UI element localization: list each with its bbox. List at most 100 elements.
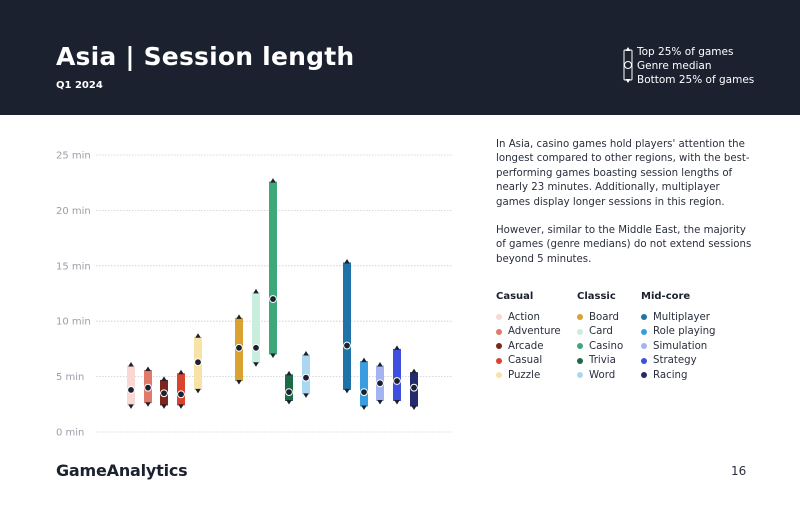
range-multiplayer: [343, 258, 351, 394]
legend-label: Simulation: [653, 340, 708, 352]
median-marker: [410, 383, 418, 392]
top-quartile-marker: [411, 368, 417, 374]
bottom-quartile-marker: [236, 380, 242, 385]
legend-label: Multiplayer: [653, 311, 710, 323]
top-quartile-marker: [178, 369, 184, 375]
top-quartile-marker: [195, 333, 201, 338]
description-paragraph-1: In Asia, casino games hold players' atte…: [496, 139, 750, 208]
legend-swatch: [641, 328, 647, 335]
y-tick-label: 5 min: [56, 372, 84, 383]
top-quartile-marker: [161, 376, 167, 381]
bottom-quartile-marker: [161, 404, 167, 409]
legend-group-midcore: Mid-core Multiplayer Role playing Simula…: [641, 291, 716, 383]
top-quartile-marker: [303, 350, 309, 356]
legend-swatch: [496, 343, 502, 350]
median-marker: [360, 388, 368, 397]
range-key-icon: [623, 47, 633, 83]
legend-item-casual: Casual: [496, 354, 561, 369]
median-marker: [269, 295, 277, 303]
bottom-quartile-marker: [195, 388, 201, 394]
legend-group-casual: Casual Action Adventure Arcade Casual Pu…: [496, 291, 561, 383]
range-bar-action: [127, 365, 135, 406]
chart-ranges: [127, 178, 418, 411]
session-length-chart: 0 min 5 min 10 min 15 min 20 min 25 min: [56, 151, 452, 439]
description-paragraph-2: However, similar to the Middle East, the…: [496, 225, 752, 265]
range-word: [302, 350, 310, 398]
legend-item-arcade: Arcade: [496, 339, 561, 354]
y-tick-label: 25 min: [56, 151, 91, 162]
legend-swatch: [496, 357, 502, 364]
legend-label: Casino: [589, 340, 624, 352]
median-marker: [393, 377, 401, 385]
description: In Asia, casino games hold players' atte…: [496, 138, 756, 281]
legend-swatch: [577, 328, 583, 335]
key-median-label: Genre median: [637, 60, 712, 72]
legend-item-word: Word: [577, 368, 623, 383]
legend-label: Arcade: [508, 340, 544, 352]
legend-swatch: [577, 357, 583, 364]
legend-label: Word: [589, 369, 616, 381]
legend-group-title: Classic: [577, 291, 616, 302]
range-bar-casino: [269, 181, 277, 355]
range-trivia: [285, 370, 293, 405]
median-marker: [144, 383, 152, 392]
range-bar-role-playing: [360, 361, 368, 407]
range-card: [252, 288, 260, 367]
bottom-quartile-marker: [286, 399, 292, 405]
legend-swatch: [496, 314, 502, 321]
range-bar-card: [252, 292, 260, 364]
legend-item-multiplayer: Multiplayer: [641, 310, 716, 325]
range-casual: [177, 369, 185, 409]
range-puzzle: [194, 333, 202, 394]
range-simulation: [376, 362, 384, 405]
top-quartile-marker: [145, 366, 151, 371]
key-top-label: Top 25% of games: [637, 46, 734, 58]
range-board: [235, 314, 243, 385]
legend-label: Puzzle: [508, 369, 541, 381]
bottom-quartile-marker: [128, 404, 134, 409]
y-tick-label: 20 min: [56, 206, 91, 217]
median-marker: [194, 358, 202, 367]
median-marker: [376, 379, 384, 388]
range-role-playing: [360, 357, 368, 411]
legend-label: Casual: [508, 355, 543, 367]
bottom-quartile-marker: [394, 399, 400, 405]
top-quartile-marker: [361, 357, 367, 363]
median-marker: [127, 385, 135, 394]
range-bar-casual: [177, 373, 185, 406]
legend-group-title: Casual: [496, 291, 534, 302]
bottom-quartile-marker: [361, 405, 367, 411]
median-marker: [252, 343, 260, 352]
median-marker: [160, 389, 168, 398]
top-quartile-marker: [236, 314, 242, 319]
bottom-quartile-marker: [253, 362, 259, 367]
legend-group-title: Mid-core: [641, 291, 691, 302]
bottom-quartile-marker: [178, 404, 184, 409]
range-racing: [410, 368, 418, 411]
legend-swatch: [641, 314, 647, 321]
legend-group-classic: Classic Board Card Casino Trivia Word: [577, 291, 623, 383]
legend-label: Trivia: [589, 355, 616, 367]
legend-item-strategy: Strategy: [641, 354, 716, 369]
legend-label: Action: [508, 311, 540, 323]
bottom-quartile-marker: [145, 402, 151, 407]
legend-label: Board: [589, 311, 619, 323]
legend-swatch: [577, 314, 583, 321]
legend-item-puzzle: Puzzle: [496, 368, 561, 383]
range-bar-multiplayer: [343, 262, 351, 390]
top-quartile-marker: [270, 178, 276, 183]
y-tick-label: 0 min: [56, 428, 84, 439]
median-marker: [302, 373, 310, 382]
legend-swatch: [577, 372, 583, 379]
range-bar-trivia: [285, 374, 293, 401]
range-arcade: [160, 376, 168, 409]
top-quartile-marker: [377, 362, 383, 367]
legend-label: Card: [589, 326, 613, 338]
range-action: [127, 362, 135, 409]
bottom-quartile-marker: [270, 353, 276, 358]
legend-label: Adventure: [508, 326, 561, 338]
legend-item-role-playing: Role playing: [641, 325, 716, 340]
median-marker: [285, 388, 293, 397]
legend-swatch: [577, 343, 583, 350]
top-quartile-marker: [286, 370, 292, 376]
